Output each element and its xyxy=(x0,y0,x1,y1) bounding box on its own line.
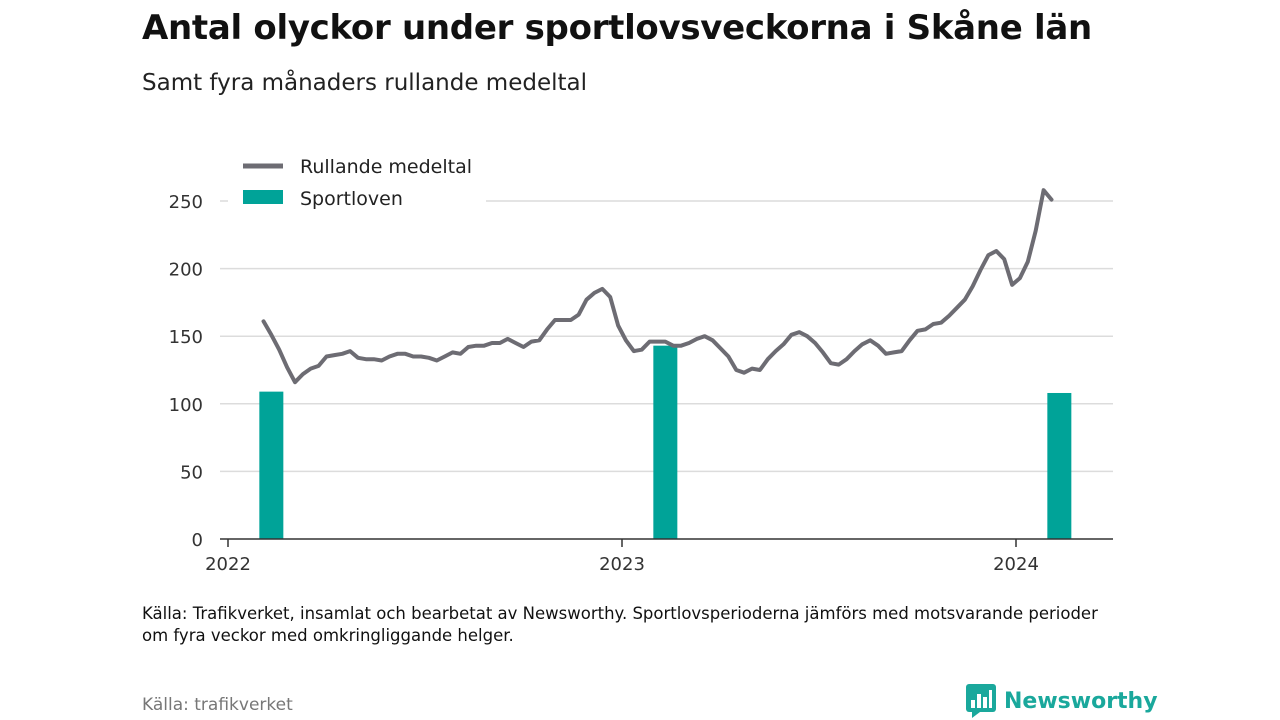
footnote: Källa: Trafikverket, insamlat och bearbe… xyxy=(142,604,1098,645)
y-tick-label-100: 100 xyxy=(169,395,203,416)
y-tick-label-0: 0 xyxy=(192,530,203,551)
y-tick-label-50: 50 xyxy=(180,462,203,483)
line-series-rullande-medeltal xyxy=(261,188,1054,385)
brand-logo: Newsworthy xyxy=(966,684,1158,718)
y-tick-label-200: 200 xyxy=(169,260,203,281)
x-tick-label-2022: 2022 xyxy=(205,554,251,575)
y-tick-label-250: 250 xyxy=(169,192,203,213)
chart-title: Antal olyckor under sportlovsveckorna i … xyxy=(142,8,1092,48)
chart-subtitle: Samt fyra månaders rullande medeltal xyxy=(142,70,588,96)
y-axis-tick-labels: 0 50 100 150 200 250 xyxy=(169,192,203,551)
bar-sportloven-2 xyxy=(1047,392,1072,539)
bar-sportloven-0 xyxy=(259,391,284,539)
bar-sportloven-1 xyxy=(653,345,678,539)
legend-label-sportloven: Sportloven xyxy=(300,188,403,210)
line-rullande-medeltal xyxy=(261,188,1054,385)
legend-bar-swatch xyxy=(243,190,283,204)
source-credit: Källa: trafikverket xyxy=(142,695,293,715)
x-tick-label-2023: 2023 xyxy=(599,554,645,575)
chart-area: 2022 2023 2024 0 50 100 150 200 250 Rullande me… xyxy=(168,152,1113,575)
x-axis: 2022 2023 2024 xyxy=(205,538,1113,575)
bar-series-sportloven xyxy=(259,345,1072,539)
bar-chart-speech-bubble-icon xyxy=(966,684,996,718)
x-tick-label-2024: 2024 xyxy=(993,554,1039,575)
y-tick-label-150: 150 xyxy=(169,327,203,348)
legend-label-rullande-medeltal: Rullande medeltal xyxy=(300,156,472,178)
brand-name: Newsworthy xyxy=(1004,688,1158,714)
legend: Rullande medeltal Sportloven xyxy=(228,152,486,214)
